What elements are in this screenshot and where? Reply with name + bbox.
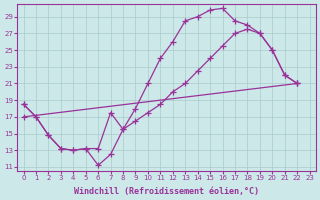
X-axis label: Windchill (Refroidissement éolien,°C): Windchill (Refroidissement éolien,°C) (74, 187, 259, 196)
